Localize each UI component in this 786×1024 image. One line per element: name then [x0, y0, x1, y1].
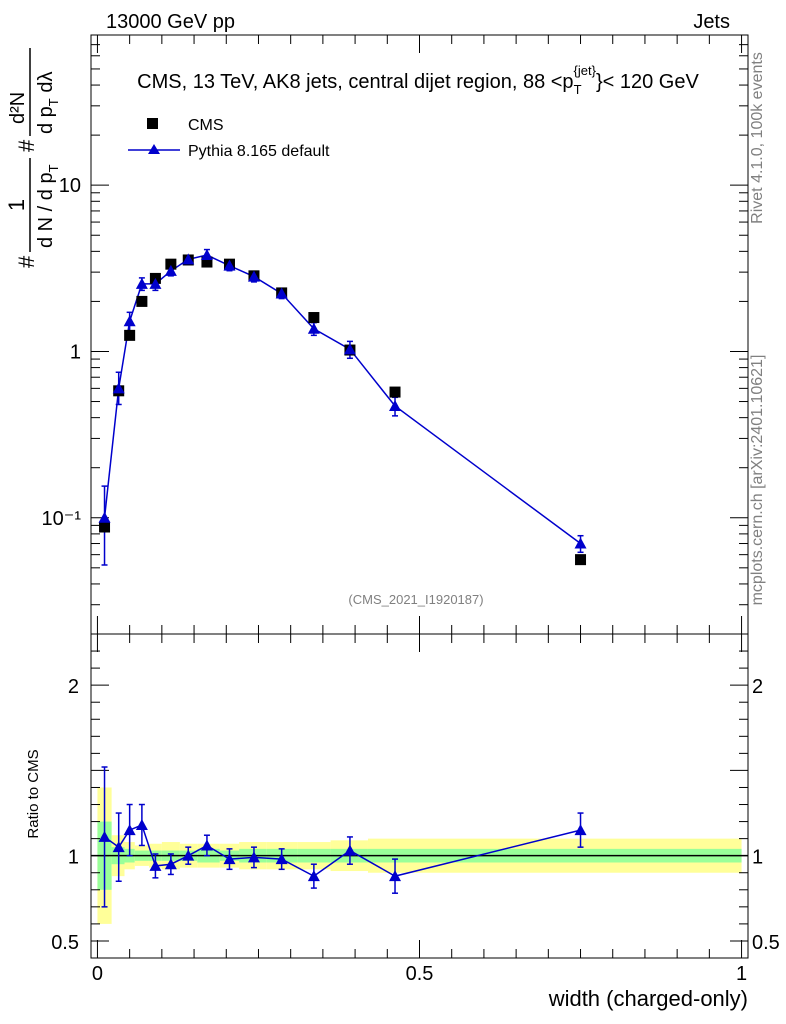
- pythia-point: [135, 277, 148, 289]
- ratio-pythia-point: [574, 824, 587, 836]
- pythia-point: [182, 253, 195, 265]
- main-y-tick-label: 10: [59, 175, 81, 197]
- ylabel-num: d²N: [7, 92, 29, 124]
- pythia-point: [149, 277, 162, 289]
- ratio-pythia-point: [182, 849, 195, 861]
- category-label: Jets: [693, 11, 730, 33]
- pythia-point: [247, 270, 260, 282]
- pythia-point: [275, 287, 288, 299]
- ratio-pythia-point: [343, 844, 356, 856]
- x-tick-label: 0.5: [406, 963, 434, 985]
- pythia-point: [307, 322, 320, 334]
- ratio-y-tick-label-right: 0.5: [752, 932, 780, 954]
- legend-cms-label: CMS: [188, 117, 224, 134]
- ratio-pythia-point: [223, 853, 236, 865]
- legend-pythia-label: Pythia 8.165 default: [188, 143, 330, 160]
- ratio-pythia-point: [200, 839, 213, 851]
- ratio-panel-marks: [98, 766, 587, 908]
- pythia-point: [389, 400, 402, 411]
- pythia-point: [98, 511, 111, 523]
- x-axis-label: width (charged-only): [548, 986, 748, 1011]
- ylabel-den-a-text: d N / d p: [35, 172, 57, 248]
- pythia-point: [223, 259, 236, 271]
- cms-point: [124, 329, 136, 341]
- ratio-pythia-point: [149, 859, 162, 871]
- legend: CMS Pythia 8.165 default: [128, 117, 330, 160]
- main-title: CMS, 13 TeV, AK8 jets, central dijet reg…: [137, 63, 699, 97]
- ratio-pythia-point: [389, 870, 402, 882]
- ratio-y-tick-label: 2: [68, 676, 79, 698]
- title-after: }< 120 GeV: [596, 71, 700, 93]
- cms-point: [389, 386, 401, 398]
- ratio-pythia-point: [123, 824, 136, 836]
- ratio-y-tick-label-right: 1: [752, 847, 763, 869]
- cms-point: [201, 256, 213, 268]
- legend-pythia-marker: [148, 144, 160, 154]
- main-panel-axes: 10⁻¹ 1 10: [42, 34, 749, 635]
- pythia-line: [103, 254, 581, 545]
- ylabel-den-b: d pT dλ: [35, 72, 61, 134]
- cms-point: [575, 554, 587, 566]
- ratio-frame: [90, 633, 749, 959]
- ylabel-den-a: d N / d pT: [35, 164, 61, 248]
- rivet-version-label: Rivet 4.1.0, 100k events: [749, 52, 766, 224]
- ylabel-hash-2: #: [14, 139, 39, 152]
- cms-point: [308, 312, 320, 324]
- main-panel-marks: [98, 248, 587, 566]
- cms-point: [99, 521, 111, 533]
- main-ylabel: # 1 d N / d pT # d²N d pT dλ: [4, 48, 61, 268]
- mcplots-source-label: mcplots.cern.ch [arXiv:2401.10621]: [749, 355, 766, 606]
- ylabel-one: 1: [4, 199, 29, 211]
- ratio-pythia-point: [164, 858, 177, 870]
- pythia-point: [343, 343, 356, 355]
- main-y-tick-label: 1: [70, 341, 81, 363]
- ratio-pythia-point: [247, 851, 260, 863]
- ratio-y-tick-label: 1: [68, 847, 79, 869]
- ratio-y-tick-label: 0.5: [51, 932, 79, 954]
- cms-point: [136, 295, 148, 307]
- ratio-y-tick-label-right: 2: [752, 676, 763, 698]
- title-sup: {jet}: [574, 63, 597, 78]
- ratio-pythia-point: [307, 870, 320, 882]
- ratio-panel-axes: 0.5 0.51 12 20 0.5 1: [51, 633, 780, 985]
- x-tick-label: 0: [92, 963, 103, 985]
- pythia-point: [200, 249, 213, 261]
- ratio-pythia-point: [275, 853, 288, 865]
- ylabel-den-b-tail: dλ: [35, 72, 57, 99]
- pythia-point: [164, 264, 177, 276]
- ratio-pythia-point: [98, 830, 111, 842]
- ylabel-den-a-sub: T: [46, 164, 61, 172]
- pythia-point: [574, 537, 587, 549]
- analysis-id-label: (CMS_2021_I1920187): [348, 592, 483, 607]
- ylabel-hash-1: #: [14, 255, 39, 268]
- pythia-point: [112, 382, 125, 394]
- ratio-pythia-point: [135, 818, 148, 830]
- x-tick-label: 1: [736, 963, 747, 985]
- main-y-tick-label: 10⁻¹: [42, 508, 82, 530]
- ratio-pythia-point: [112, 841, 125, 853]
- ylabel-den-b-text: d p: [35, 106, 57, 134]
- ratio-ylabel: Ratio to CMS: [25, 749, 42, 838]
- cms-point: [165, 258, 177, 270]
- title-sub: T: [574, 82, 582, 97]
- title-before: CMS, 13 TeV, AK8 jets, central dijet reg…: [137, 71, 573, 93]
- energy-label: 13000 GeV pp: [106, 11, 235, 33]
- pythia-point: [123, 315, 136, 327]
- ylabel-den-b-sub: T: [46, 98, 61, 106]
- legend-cms-marker: [147, 118, 158, 129]
